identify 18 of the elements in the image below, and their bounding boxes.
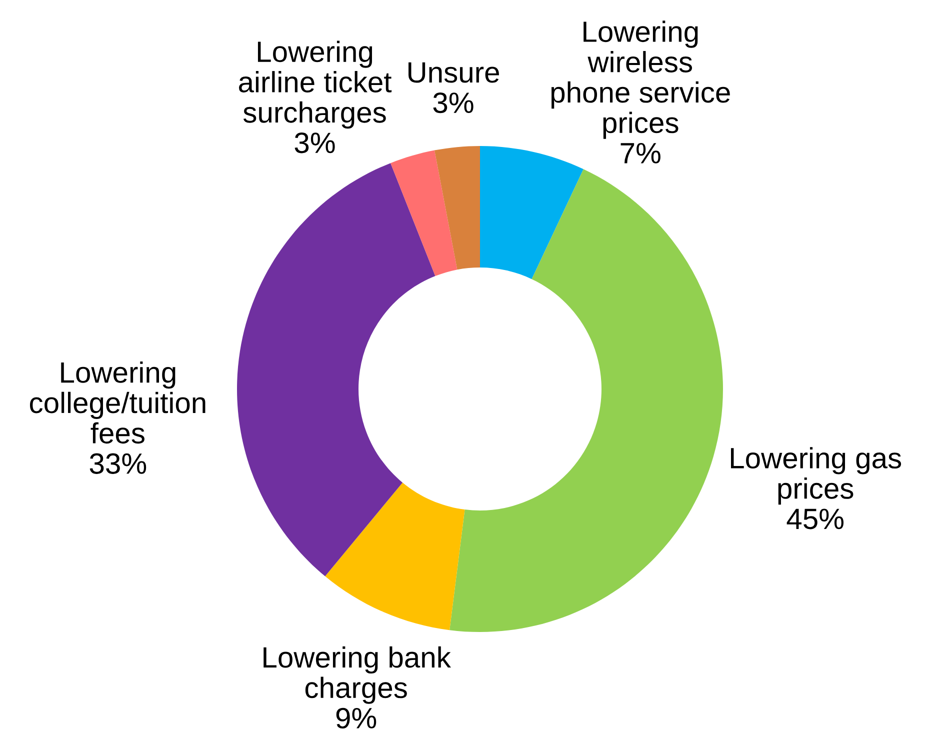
data-label: 9% (336, 708, 376, 729)
donut-slice (237, 163, 436, 576)
data-label: 3% (294, 132, 335, 154)
slice-label: Lowering gas prices (730, 447, 902, 505)
data-label: 7% (620, 142, 660, 164)
slice-label: Unsure (408, 62, 499, 83)
slice-label: Lowering airline ticket surcharges (239, 40, 392, 129)
data-label: 3% (433, 92, 474, 114)
data-label: 33% (90, 453, 146, 474)
donut-slice (390, 150, 458, 276)
data-label: 45% (786, 508, 844, 530)
slice-label: Lowering college/tuition fees (30, 361, 206, 444)
donut-slice (480, 146, 584, 280)
slice-label: Lowering bank charges (264, 646, 451, 704)
slice-label: Lowering wireless phone service prices (551, 20, 730, 139)
donut-slice (434, 146, 480, 270)
donut-slice (325, 482, 465, 630)
donut-slice (450, 169, 723, 632)
